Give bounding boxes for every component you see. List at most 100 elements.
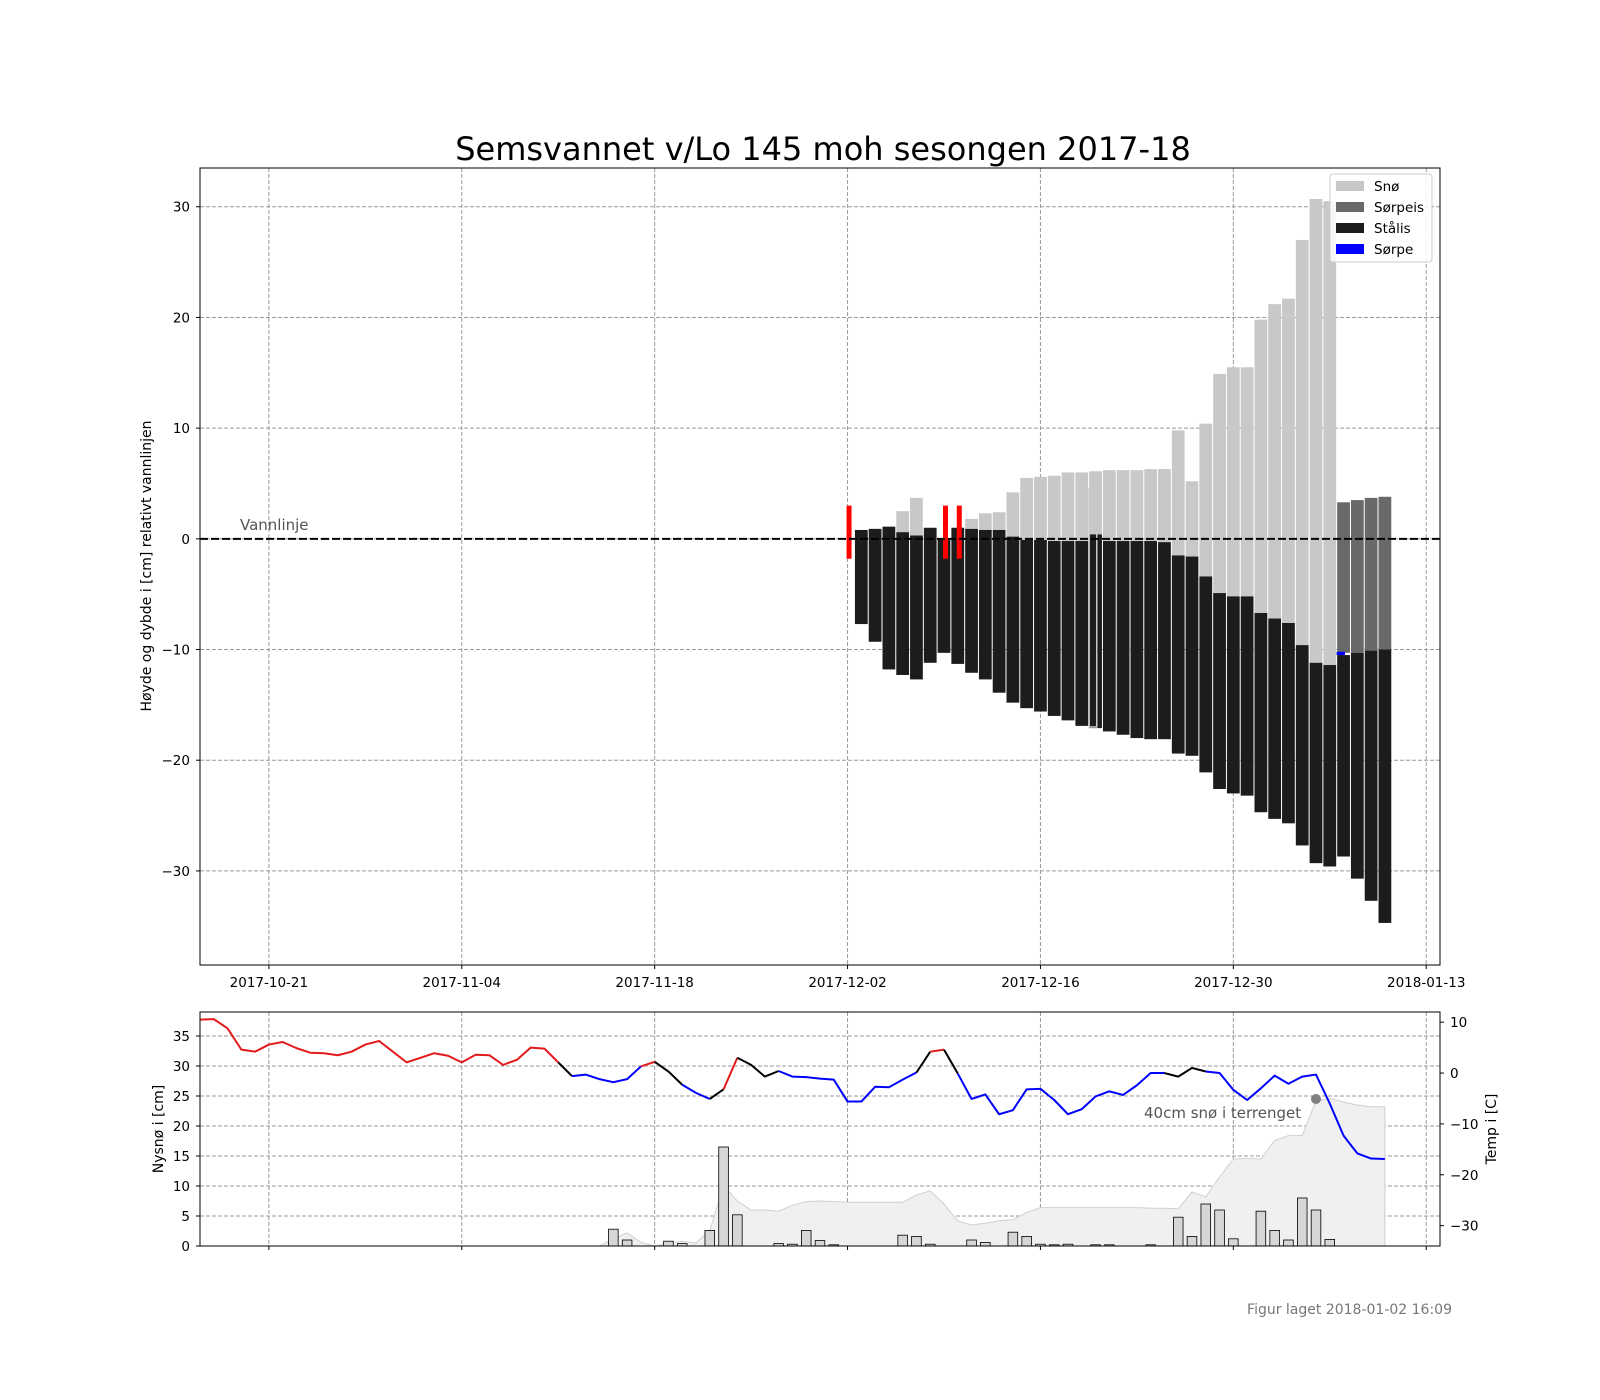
steel-ice-bar [965,528,978,673]
snow-bar [1268,304,1282,619]
new-snow-bar [1200,1203,1212,1247]
snow-bar [1295,239,1309,646]
sub-y-tick-label: 10 [173,1179,190,1195]
new-snow-bar [1021,1236,1032,1247]
new-snow-bars [608,1094,1336,1247]
snow-bar [1047,475,1061,542]
snow-bar [1061,472,1075,542]
temperature-segment [1205,1070,1385,1161]
snow-bar [1213,373,1226,594]
snow-bar [1226,367,1240,597]
main-axis-ticks: 30 20 10 0 −10 −20 −30 2017-10-21 2017-11-04 2017… [162,200,1466,991]
sub-axis-ticks: 35 30 25 20 15 10 5 0 10 0 −10 −20 −30 [173,1015,1479,1255]
snow-terrain-annotation: 40cm snø i terrenget [1144,1104,1301,1122]
measurement-marker [943,505,948,559]
slush-bar [1336,651,1345,656]
legend-label: Stålis [1374,220,1411,237]
new-snow-bar [897,1234,908,1247]
temperature-segment [709,1088,725,1100]
steel-ice-bar [1034,539,1047,712]
main-plot-frame [199,167,1441,966]
sub-y-tick-label: 25 [173,1089,190,1105]
snow-bar [1323,201,1337,666]
temperature-segment [956,1072,1165,1116]
legend: Snø Sørpeis Stålis Sørpe [1329,173,1433,263]
new-snow-bar [718,1146,729,1247]
new-snow-bar [732,1214,743,1247]
steel-ice-bar [1226,596,1240,794]
new-snow-bar [1255,1210,1267,1247]
sub-y-tick-label: 5 [181,1209,190,1225]
slush-ice-bar [1364,497,1378,651]
new-snow-bar [621,1239,633,1247]
steel-ice-bar [910,535,923,680]
main-y-tick-label: −30 [162,864,191,880]
steel-ice-bar [882,526,896,670]
snow-bar [965,518,978,529]
main-y-tick-label: 30 [173,200,190,216]
snow-bar [1254,319,1268,613]
slush-ice-bar [1378,496,1392,650]
steel-ice-bar [1144,541,1158,740]
chart-title: Semsvannet v/Lo 145 moh sesongen 2017-18 [455,130,1191,168]
steel-ice-bar [1350,652,1364,879]
main-x-tick-label: 2017-12-30 [1194,975,1272,991]
main-y-axis-label: Høyde og dybde i [cm] relativt vannlinje… [139,420,155,711]
steel-ice-bar [923,527,937,663]
sub-y-tick-label: 15 [173,1149,190,1165]
sub-y2-tick-label: 0 [1450,1066,1459,1082]
sub-y-tick-label: 20 [173,1119,190,1135]
snow-bar [1240,367,1254,597]
new-snow-bar [1228,1238,1239,1247]
steel-ice-bar [1323,665,1337,867]
new-snow-bar [980,1242,991,1247]
steel-ice-bar [1240,596,1254,796]
slush-ice-bar [1350,500,1364,653]
main-x-tick-label: 2017-12-02 [808,975,886,991]
new-snow-bar [814,1240,826,1247]
snow-bar [992,512,1006,530]
steel-ice-bar [1282,622,1295,824]
snow-bar [1075,472,1089,542]
steel-ice-bar [868,528,882,642]
steel-ice-bar [854,529,868,625]
steel-ice-bar [1309,662,1323,864]
temperature-segment [778,1070,917,1103]
new-snow-bar [1186,1236,1198,1247]
legend-label: Sørpe [1374,242,1413,258]
snow-outline-mark [1088,488,1098,728]
snow-bar [1282,298,1295,623]
sub-y2-tick-label: −30 [1450,1219,1479,1235]
snow-bar [1006,492,1020,537]
snow-bar [1309,198,1323,663]
temperature-segment [571,1065,642,1084]
main-x-tick-label: 2017-12-16 [1001,975,1079,991]
snow-bar [896,511,910,533]
steel-ice-bar [992,529,1006,693]
steel-ice-bar [896,532,910,675]
steel-ice-bar [978,529,992,680]
new-snow-bar [1007,1231,1019,1247]
steel-ice-bar [1116,541,1130,735]
temperature-segment [943,1049,959,1075]
main-x-tick-label: 2017-10-21 [230,975,308,991]
legend-swatch [1336,244,1364,254]
footer-timestamp: Figur laget 2018-01-02 16:09 [1247,1302,1452,1318]
legend-swatch [1336,202,1364,212]
steel-ice-bar [1254,612,1268,813]
sub-y2-axis-label: Temp i [C] [1484,1094,1500,1166]
temperature-segment [722,1057,739,1090]
measurement-marker [956,505,962,559]
new-snow-bar [801,1230,812,1247]
steel-ice-bar [1020,539,1034,709]
main-x-tick-label: 2017-11-18 [615,975,693,991]
sub-y2-tick-label: −20 [1450,1168,1479,1184]
steel-ice-bar [1213,593,1226,789]
snow-bar [1199,423,1213,577]
steel-ice-bar [1295,645,1309,846]
temperature-segment [930,1048,945,1053]
main-y-tick-label: −10 [162,643,191,659]
legend-swatch [1336,181,1364,191]
sub-y-tick-label: 0 [181,1239,190,1255]
